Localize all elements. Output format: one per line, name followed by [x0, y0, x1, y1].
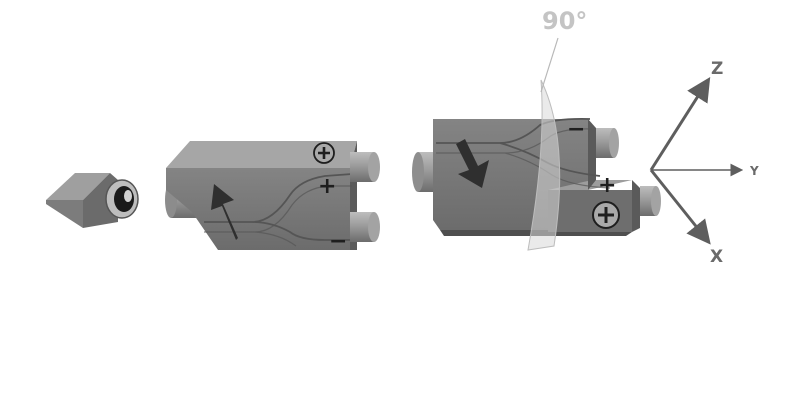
y-axis-label: Y — [749, 164, 759, 178]
splitter-left-arrow — [211, 184, 238, 240]
splitter-left-minus-sign: − — [329, 229, 347, 254]
splitter-right-plus-sign: + — [598, 173, 616, 198]
splitter-right-minus-sign: − — [567, 117, 585, 142]
splitter-right-arrow — [456, 139, 489, 188]
splitter-left-plus-sign: + — [318, 174, 336, 199]
rotation-axis-line — [540, 37, 559, 93]
rotation-angle-label: 90° — [542, 7, 587, 35]
cube-port-highlight — [124, 190, 132, 202]
z-axis-line — [649, 76, 711, 171]
rotation-plane-sheet — [527, 79, 561, 251]
splitter-left-y-channel — [204, 173, 353, 241]
splitter-left-top-face — [166, 141, 357, 168]
x-axis-label: X — [710, 247, 723, 267]
cube-top-face — [46, 173, 110, 200]
splitter-left: + − — [165, 141, 380, 254]
splitter-right-end-face — [588, 119, 596, 190]
splitter-right-output-top — [596, 128, 614, 158]
cube-connector — [46, 173, 139, 228]
z-axis-label: Z — [711, 59, 723, 79]
cube-left-face — [46, 200, 83, 228]
coordinate-axes: Z Y X — [649, 59, 759, 267]
x-axis-line — [649, 169, 711, 245]
rotation-plane: 90° — [527, 7, 587, 251]
